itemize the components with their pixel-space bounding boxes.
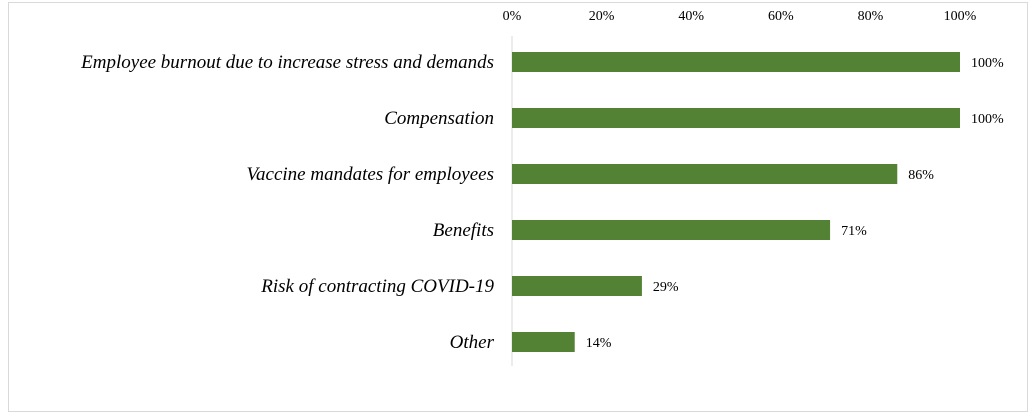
bar	[512, 52, 960, 72]
category-label: Compensation	[384, 108, 494, 129]
data-label: 29%	[653, 280, 679, 295]
x-tick-label: 80%	[858, 9, 884, 24]
data-label: 86%	[908, 168, 934, 183]
x-tick-label: 60%	[768, 9, 794, 24]
data-labels: 100% 100% 86% 71% 29% 14%	[586, 56, 1004, 351]
data-label: 71%	[841, 224, 867, 239]
category-label: Risk of contracting COVID-19	[260, 276, 494, 297]
bar	[512, 332, 575, 352]
x-tick-label: 0%	[503, 9, 522, 24]
x-tick-label: 40%	[678, 9, 704, 24]
x-axis-ticks: 0% 20% 40% 60% 80% 100%	[503, 9, 977, 24]
category-label: Benefits	[433, 220, 494, 241]
x-tick-label: 20%	[589, 9, 615, 24]
data-label: 14%	[586, 336, 612, 351]
category-label: Vaccine mandates for employees	[247, 164, 494, 185]
bar	[512, 164, 898, 184]
data-label: 100%	[971, 56, 1004, 71]
data-label: 100%	[971, 112, 1004, 127]
x-tick-label: 100%	[944, 9, 977, 24]
category-labels: Employee burnout due to increase stress …	[80, 52, 494, 353]
category-label: Employee burnout due to increase stress …	[80, 52, 494, 73]
bar	[512, 220, 831, 240]
category-label: Other	[450, 332, 495, 353]
bar	[512, 276, 642, 296]
bar	[512, 108, 960, 128]
bars	[512, 52, 960, 352]
